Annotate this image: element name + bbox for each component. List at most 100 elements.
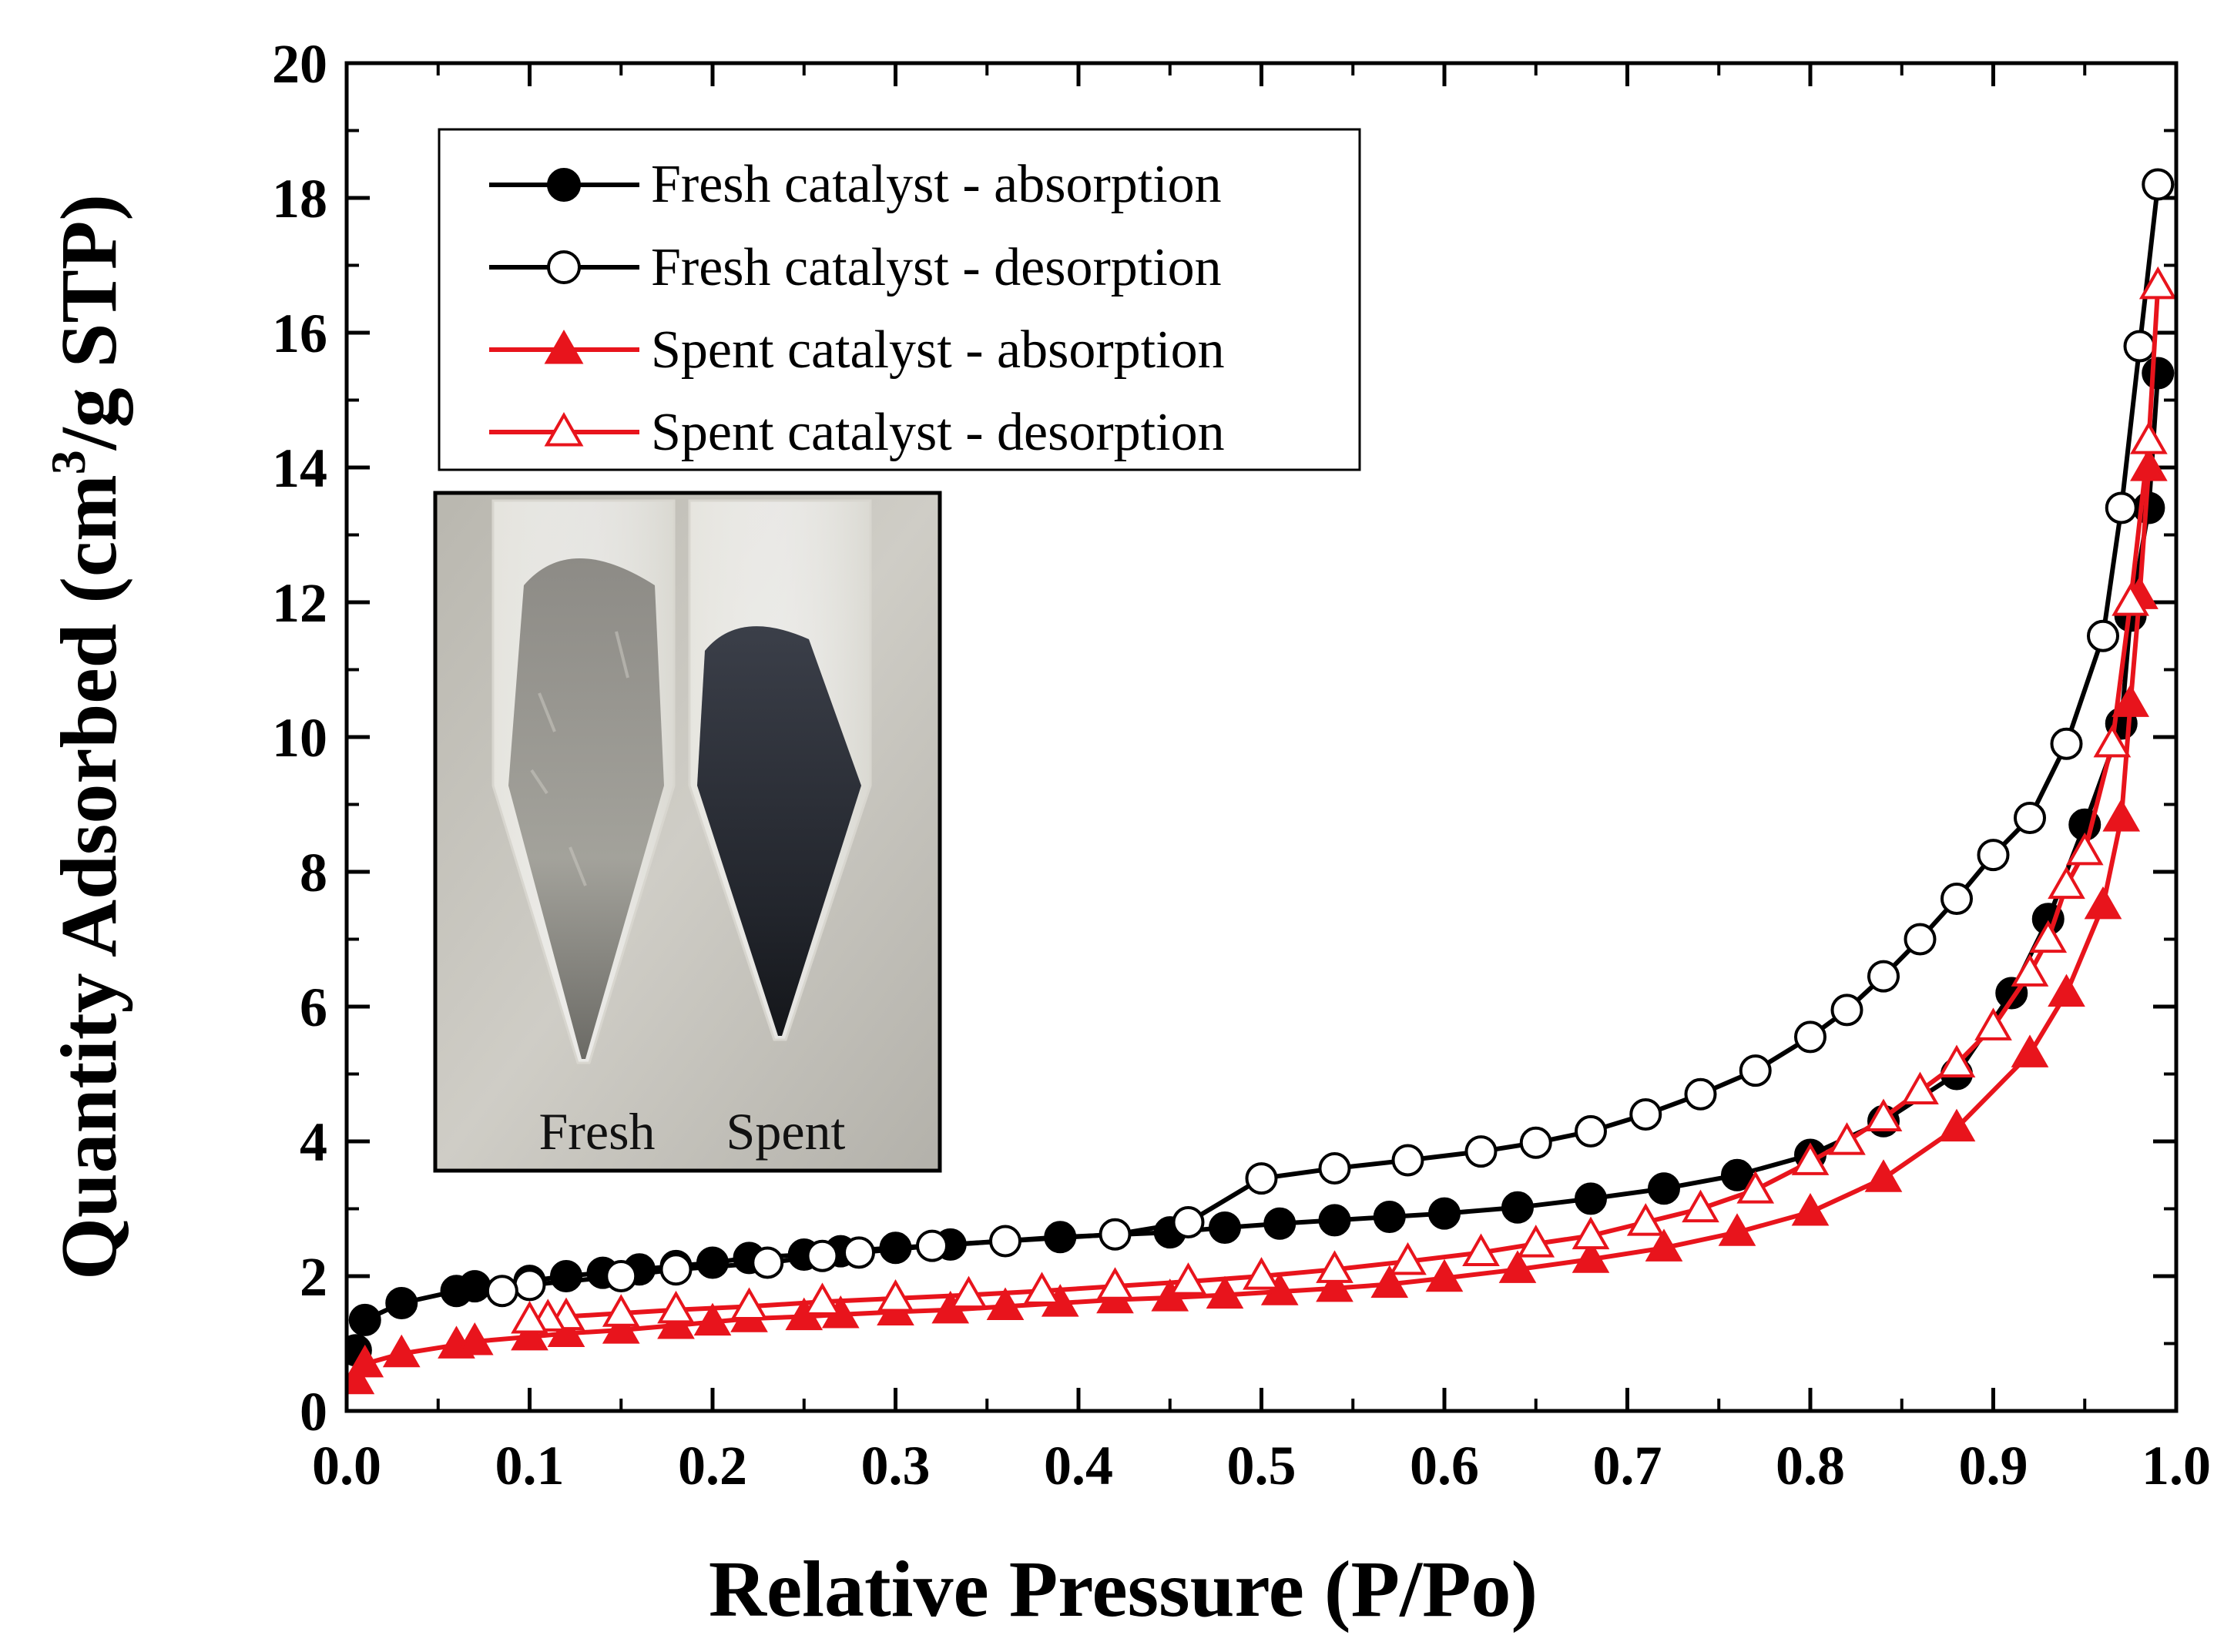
data-point xyxy=(2093,724,2132,758)
x-tick-label: 0.3 xyxy=(861,1435,931,1496)
data-point xyxy=(730,1287,768,1321)
data-point xyxy=(1263,1207,1296,1240)
data-point xyxy=(989,1225,1021,1258)
data-point xyxy=(385,1287,418,1319)
data-point xyxy=(1864,1098,1903,1132)
x-tick-label: 0.2 xyxy=(678,1435,747,1496)
data-point xyxy=(550,1260,582,1292)
data-point xyxy=(605,1260,638,1292)
data-point xyxy=(1498,1250,1537,1283)
y-axis-title-main: Quantity Adsorbed (cm xyxy=(45,474,133,1280)
data-point xyxy=(2105,491,2138,524)
data-point xyxy=(2112,684,2149,717)
data-point xyxy=(1099,1218,1132,1251)
data-point xyxy=(2102,799,2141,832)
x-tick-label: 0.7 xyxy=(1593,1435,1662,1496)
data-point xyxy=(693,1302,732,1336)
y-tick-label: 18 xyxy=(272,168,327,230)
data-point xyxy=(1209,1211,1241,1244)
data-point xyxy=(1645,1228,1683,1262)
data-point xyxy=(485,1275,518,1308)
y-axis-ticks: 0 2 4 6 8 10 12 14 16 18 20 xyxy=(272,33,2176,1443)
data-point xyxy=(2123,330,2156,363)
x-axis-title: Relative Pressure (P/Po) xyxy=(709,1545,1538,1634)
y-tick-label: 2 xyxy=(300,1246,327,1308)
data-point xyxy=(1648,1172,1680,1205)
data-point xyxy=(1736,1171,1775,1204)
data-point xyxy=(2087,619,2119,652)
data-point xyxy=(458,1270,491,1303)
data-point xyxy=(1940,883,1973,915)
series-spent-catalyst-desorption xyxy=(511,266,2176,1334)
data-point xyxy=(2142,168,2175,201)
data-point xyxy=(2084,886,2122,920)
y-tick-label: 20 xyxy=(272,33,327,95)
data-point xyxy=(1151,1278,1189,1312)
data-point xyxy=(696,1246,729,1279)
fresh-tube xyxy=(491,499,676,1064)
x-axis-ticks: 0.0 0.1 0.2 0.3 0.4 0.5 0.6 0.7 0.8 0.9 1.0 xyxy=(312,63,2211,1496)
data-point xyxy=(1517,1225,1555,1258)
data-point xyxy=(455,1322,494,1355)
data-point xyxy=(602,1294,640,1327)
legend-marker xyxy=(544,411,584,447)
data-point xyxy=(511,1317,548,1351)
data-point xyxy=(602,1311,640,1344)
data-point xyxy=(1316,1268,1353,1302)
data-point xyxy=(1937,1044,1976,1078)
plot-frame xyxy=(344,61,2179,1413)
y-tick-label: 4 xyxy=(300,1111,327,1173)
data-point xyxy=(751,1246,784,1279)
y-tick-label: 8 xyxy=(300,842,327,903)
data-point xyxy=(843,1236,875,1269)
legend-marker xyxy=(544,329,584,364)
legend-label-spent-absorption: Spent catalyst - absorption xyxy=(651,320,1225,380)
data-point xyxy=(659,1253,693,1286)
data-point xyxy=(1864,1159,1903,1192)
data-point xyxy=(1629,1098,1662,1131)
y-tick-label: 16 xyxy=(272,303,327,364)
data-point xyxy=(1245,1162,1278,1195)
data-point xyxy=(1425,1258,1464,1292)
data-point xyxy=(382,1334,421,1368)
data-point xyxy=(1575,1182,1607,1215)
data-point xyxy=(1023,1272,1061,1305)
data-point xyxy=(347,1344,384,1378)
legend-label-spent-desorption: Spent catalyst - desorption xyxy=(651,403,1225,462)
y-axis-title: Quantity Adsorbed (cm3/g STP) xyxy=(41,194,133,1280)
x-tick-label: 0.9 xyxy=(1959,1435,2028,1496)
data-point xyxy=(2065,832,2104,866)
data-point xyxy=(1206,1275,1244,1309)
data-point xyxy=(803,1282,841,1315)
data-point xyxy=(1682,1189,1719,1223)
data-point xyxy=(2011,1034,2049,1067)
data-point xyxy=(1172,1206,1205,1238)
legend-marker xyxy=(547,250,581,284)
data-point xyxy=(1791,1192,1830,1226)
data-point xyxy=(1791,1142,1830,1175)
data-point xyxy=(348,1303,381,1336)
data-point xyxy=(1370,1265,1409,1298)
x-tick-label: 0.0 xyxy=(312,1435,381,1496)
data-point xyxy=(1316,1250,1353,1283)
data-point xyxy=(1462,1233,1500,1267)
legend-label-fresh-desorption: Fresh catalyst - desorption xyxy=(651,238,1222,297)
inset-label-spent: Spent xyxy=(726,1102,846,1161)
data-point xyxy=(1519,1126,1552,1159)
data-point xyxy=(1904,923,1937,956)
data-point xyxy=(2050,727,2083,760)
data-point xyxy=(1391,1144,1424,1177)
data-point xyxy=(2048,973,2085,1007)
data-point xyxy=(806,1239,839,1272)
data-point xyxy=(1937,1108,1976,1142)
x-tick-label: 1.0 xyxy=(2142,1435,2211,1496)
data-point xyxy=(1739,1054,1772,1087)
data-point xyxy=(1974,1007,2012,1040)
data-point xyxy=(657,1290,695,1324)
data-point xyxy=(2130,421,2168,454)
data-point xyxy=(1318,1204,1351,1237)
x-tick-label: 0.8 xyxy=(1776,1435,1845,1496)
data-point xyxy=(2112,583,2149,616)
y-tick-label: 12 xyxy=(272,572,327,634)
